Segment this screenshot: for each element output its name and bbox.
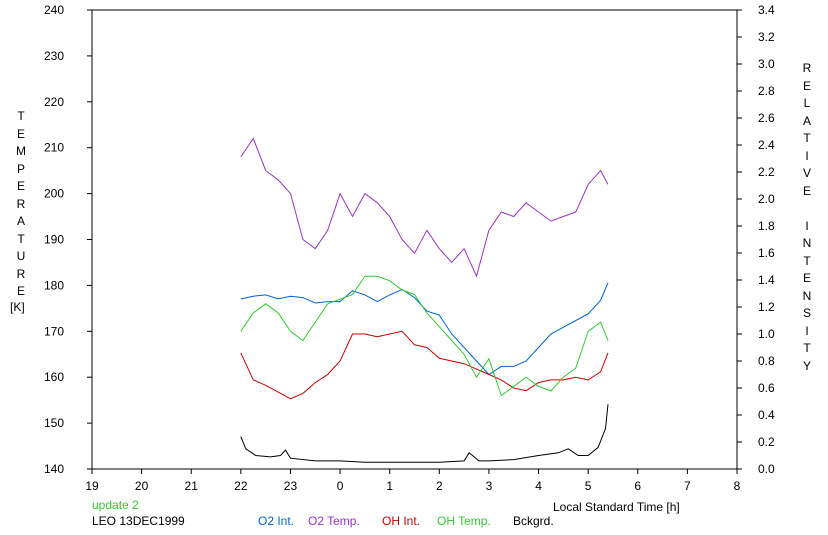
y-axis-right-label-letter: I	[805, 148, 809, 163]
y-left-tick-label: 150	[44, 416, 64, 430]
y-right-tick-label: 3.2	[758, 30, 775, 44]
x-tick-label: 8	[734, 479, 741, 493]
y-left-tick-label: 220	[44, 95, 64, 109]
y-left-tick-label: 230	[44, 49, 64, 63]
y-right-tick-label: 0.0	[758, 462, 775, 476]
update-label: update 2	[92, 498, 139, 512]
x-tick-label: 1	[386, 479, 393, 493]
y-axis-right-label-letter: N	[802, 288, 812, 303]
series-line-o2-int	[240, 282, 609, 376]
x-tick-label: 7	[684, 479, 691, 493]
y-axis-right-label-letter: T	[803, 341, 811, 355]
y-axis-right-label-letter: R	[802, 61, 812, 75]
y-axis-left-label-letter: E	[16, 179, 25, 193]
y-left-tick-label: 160	[44, 370, 64, 384]
y-left-tick-label: 170	[44, 324, 64, 338]
x-tick-label: 19	[85, 479, 99, 493]
y-axis-right-label-letter: Y	[802, 358, 811, 373]
y-right-tick-label: 3.0	[758, 57, 775, 71]
y-left-tick-label: 190	[44, 233, 64, 247]
y-right-tick-label: 1.6	[758, 246, 775, 260]
legend-item: Bckgrd.	[513, 514, 554, 528]
y-axis-left-label-letter: R	[16, 196, 26, 211]
y-axis-right-label-letter: N	[802, 236, 812, 250]
y-axis-left-label-letter: A	[16, 214, 25, 228]
y-axis-left-label-letter: T	[17, 231, 25, 246]
series-line-oh-temp	[240, 275, 609, 397]
y-axis-right-label-letter: A	[802, 113, 811, 128]
x-tick-label: 21	[185, 479, 199, 493]
y-axis-left-label-letter: R	[16, 266, 26, 281]
y-right-tick-label: 1.4	[758, 273, 775, 287]
y-axis-left-label-letter: E	[16, 284, 25, 298]
y-left-tick-label: 180	[44, 278, 64, 292]
x-tick-label: 23	[284, 479, 298, 493]
legend-item: OH Temp.	[437, 514, 491, 528]
tick-labels: 19 20 21 22 23 0 1 2 3 4 5 6 7 8140150160170180190200…	[44, 3, 775, 493]
series-layer	[240, 137, 609, 463]
y-axis-right-label-letter: L	[803, 96, 811, 110]
y-right-tick-label: 3.4	[758, 3, 775, 17]
y-right-tick-label: 1.2	[758, 300, 775, 314]
y-right-tick-label: 0.4	[758, 408, 775, 422]
y-right-tick-label: 0.2	[758, 435, 775, 449]
y-left-tick-label: 140	[44, 462, 64, 476]
y-axis-right-label-letter: E	[802, 271, 811, 285]
plot-frame	[91, 9, 738, 470]
legend-item: OH Int.	[382, 514, 421, 528]
y-axis-right-label-letter: T	[803, 253, 811, 268]
y-axis-right-label-letter: E	[802, 183, 811, 198]
x-tick-label: 5	[585, 479, 592, 493]
y-right-tick-label: 2.8	[758, 84, 775, 98]
y-axis-left-unit: [K]	[10, 300, 25, 314]
y-axis-right-label-letter: S	[802, 306, 811, 320]
y-axis-right-label-letter: I	[805, 218, 809, 233]
y-axis-left-label-letter: E	[16, 126, 25, 141]
x-tick-label: 3	[486, 479, 493, 493]
y-axis-right-label-letter	[800, 200, 814, 218]
y-axis-left-label-letter: P	[16, 161, 25, 176]
legend-item: O2 Int.	[258, 514, 295, 528]
y-right-tick-label: 1.0	[758, 327, 775, 341]
x-tick-label: 20	[135, 479, 149, 493]
y-right-tick-label: 2.6	[758, 111, 775, 125]
y-axis-right-label-letter: E	[802, 78, 811, 93]
y-axis-right-label-letter: V	[802, 166, 811, 180]
series-line-o2-temp	[240, 137, 609, 278]
axis-ticks	[87, 9, 742, 474]
y-right-tick-label: 2.4	[758, 138, 775, 152]
plot-border	[91, 9, 738, 470]
x-tick-label: 2	[436, 479, 443, 493]
y-left-tick-label: 240	[44, 3, 64, 17]
x-tick-label: 4	[535, 479, 542, 493]
x-tick-label: 0	[337, 479, 344, 493]
y-axis-right-label-letter: I	[805, 323, 809, 338]
y-right-tick-label: 1.8	[758, 219, 775, 233]
y-left-tick-label: 210	[44, 141, 64, 155]
y-right-tick-label: 0.8	[758, 354, 775, 368]
y-axis-left-label-letter: M	[16, 144, 26, 158]
y-axis-left-label-letter: T	[17, 109, 25, 123]
legend-item: O2 Temp.	[308, 514, 360, 528]
y-right-tick-label: 0.6	[758, 381, 775, 395]
series-line-bckgrd	[240, 404, 609, 463]
station-date-label: LEO 13DEC1999	[92, 514, 185, 528]
y-left-tick-label: 200	[44, 187, 64, 201]
y-right-tick-label: 2.0	[758, 192, 775, 206]
x-axis-label: Local Standard Time [h]	[553, 500, 680, 514]
series-line-oh-int	[240, 330, 609, 400]
y-right-tick-label: 2.2	[758, 165, 775, 179]
x-tick-label: 22	[234, 479, 248, 493]
y-axis-right-label-letter: T	[803, 131, 811, 145]
y-axis-left-label-letter: U	[16, 249, 26, 263]
x-tick-label: 6	[634, 479, 641, 493]
